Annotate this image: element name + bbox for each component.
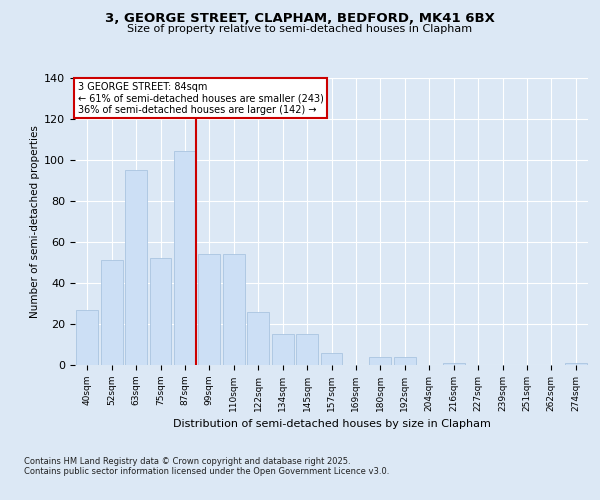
Text: 3, GEORGE STREET, CLAPHAM, BEDFORD, MK41 6BX: 3, GEORGE STREET, CLAPHAM, BEDFORD, MK41…	[105, 12, 495, 26]
Bar	[125, 170, 147, 365]
Bar	[101, 260, 122, 365]
Bar	[320, 352, 343, 365]
Bar	[370, 357, 391, 365]
Bar	[149, 258, 172, 365]
Bar	[223, 254, 245, 365]
Text: Contains HM Land Registry data © Crown copyright and database right 2025.: Contains HM Land Registry data © Crown c…	[24, 458, 350, 466]
Bar	[76, 310, 98, 365]
Bar	[174, 152, 196, 365]
Bar	[296, 334, 318, 365]
Text: Contains public sector information licensed under the Open Government Licence v3: Contains public sector information licen…	[24, 468, 389, 476]
Text: 3 GEORGE STREET: 84sqm
← 61% of semi-detached houses are smaller (243)
36% of se: 3 GEORGE STREET: 84sqm ← 61% of semi-det…	[77, 82, 323, 115]
Bar	[199, 254, 220, 365]
Y-axis label: Number of semi-detached properties: Number of semi-detached properties	[30, 125, 40, 318]
Bar	[565, 363, 587, 365]
Bar	[394, 357, 416, 365]
Bar	[247, 312, 269, 365]
X-axis label: Distribution of semi-detached houses by size in Clapham: Distribution of semi-detached houses by …	[173, 420, 490, 430]
Bar	[443, 363, 464, 365]
Bar	[272, 334, 293, 365]
Text: Size of property relative to semi-detached houses in Clapham: Size of property relative to semi-detach…	[127, 24, 473, 34]
